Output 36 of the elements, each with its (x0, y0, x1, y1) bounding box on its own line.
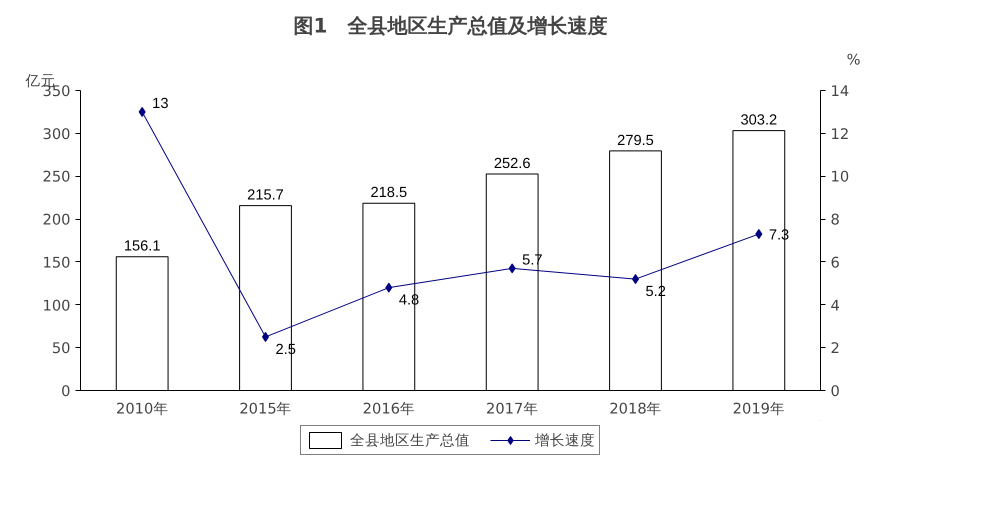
point (508, 263, 516, 274)
data-label: 215.7 (247, 188, 284, 204)
y2-tick-label: 12 (830, 126, 850, 143)
point (385, 282, 392, 293)
legend-label: 增长速度 (535, 430, 595, 450)
data-label: 218.5 (370, 185, 408, 202)
chart-title: 图1 全县地区生产总值及增长速度 (294, 14, 608, 38)
data-label: 13 (152, 96, 168, 112)
x-tick-label: 2018年 (609, 400, 662, 418)
y-tick-label: 250 (42, 168, 71, 186)
point (138, 106, 146, 117)
y2-tick-label: 0 (830, 383, 840, 400)
data-label: 303.2 (740, 112, 778, 129)
x-tick-label: 2010年 (116, 400, 168, 418)
data-label: 252.6 (494, 156, 531, 172)
y2-tick-label: 14 (830, 83, 850, 100)
y2-tick-label: 2 (830, 340, 840, 358)
y-tick-label: 0 (61, 383, 71, 400)
x-tick-label: 2019年 (732, 400, 785, 418)
data-label: 279.5 (617, 132, 654, 149)
x-tick-label: 2016年 (362, 400, 415, 418)
y-tick-label: 100 (42, 297, 71, 314)
y-tick-label: 50 (52, 340, 71, 358)
point (755, 229, 762, 240)
x-tick-label: 2015年 (239, 400, 292, 418)
x-tick-label: 2017年 (486, 400, 538, 418)
y2-tick-label: 8 (830, 212, 840, 229)
y-tick-label: 300 (42, 126, 71, 143)
y2-axis-title: % (846, 52, 861, 68)
data-label: 156.1 (124, 238, 161, 255)
y-tick-label: 150 (42, 254, 71, 272)
y2-tick-label: 4 (830, 297, 840, 314)
y2-tick-label: 6 (830, 254, 840, 272)
legend-label: 全县地区生产总值 (350, 430, 470, 450)
y2-tick-label: 10 (830, 168, 850, 186)
y-tick-label: 200 (42, 212, 71, 229)
